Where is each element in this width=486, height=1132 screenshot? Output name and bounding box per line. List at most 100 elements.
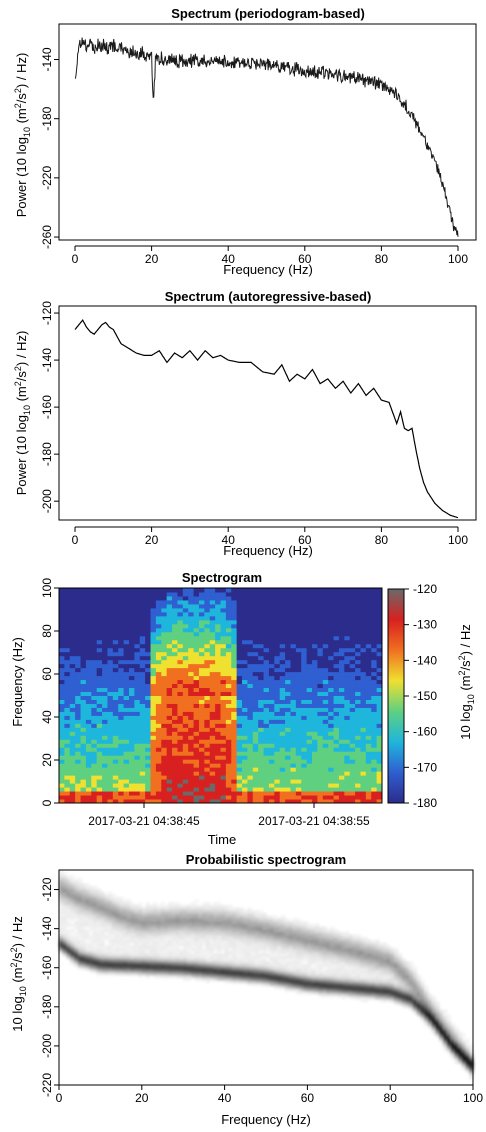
chart3-heatmap-cell	[123, 691, 130, 696]
chart4-density-cell	[171, 902, 177, 906]
chart4-density-cell	[77, 945, 83, 949]
chart3-heatmap-cell	[274, 771, 281, 776]
chart4-density-cell	[77, 939, 83, 944]
chart3-heatmap-cell	[242, 683, 248, 689]
chart3-heatmap-cell	[371, 727, 378, 732]
chart3-heatmap-cell	[263, 588, 270, 593]
chart3-heatmap-cell	[360, 703, 367, 708]
chart3-heatmap-cell	[204, 627, 211, 633]
chart4-density-cell	[171, 939, 177, 944]
chart3-heatmap-cell	[150, 611, 157, 617]
chart3-heatmap-cell	[301, 787, 308, 792]
chart4-density-cell	[250, 958, 256, 962]
chart3-heatmap-cell	[242, 715, 248, 720]
chart3-heatmap-cell	[139, 667, 146, 673]
chart3-heatmap-cell	[134, 751, 141, 756]
chart3-heatmap-cell	[59, 691, 65, 696]
chart3-heatmap-cell	[118, 731, 125, 736]
chart3-heatmap-cell	[274, 687, 281, 693]
chart3-heatmap-cell	[204, 683, 211, 689]
chart3-heatmap-cell	[360, 715, 367, 720]
chart3-heatmap-cell	[317, 643, 324, 649]
chart3-heatmap-cell	[242, 607, 248, 613]
chart3-heatmap-cell	[177, 739, 184, 744]
chart3-heatmap-cell	[182, 675, 189, 681]
chart3-heatmap-cell	[360, 727, 367, 732]
chart4-density-cell	[194, 977, 199, 981]
chart3-heatmap-cell	[188, 707, 195, 712]
chart4-density-cell	[183, 915, 188, 919]
chart4-density-cell	[220, 907, 226, 911]
chart3-heatmap-cell	[349, 783, 356, 788]
chart4-density-cell	[156, 907, 162, 911]
chart4-density-cell	[153, 902, 158, 906]
chart3-heatmap-cell	[225, 783, 232, 788]
chart4-density-cell	[175, 961, 181, 965]
chart4-density-cell	[145, 929, 150, 933]
chart3-heatmap-cell	[118, 735, 125, 740]
chart4-density-cell	[66, 939, 71, 944]
chart3-heatmap-cell	[290, 615, 297, 621]
chart3-heatmap-cell	[128, 643, 135, 649]
chart3-heatmap-cell	[166, 711, 173, 716]
chart4-density-cell	[104, 950, 109, 954]
chart4-density-cell	[243, 921, 248, 925]
chart3-heatmap-cell	[112, 627, 119, 633]
chart3-heatmap-cell	[279, 627, 286, 633]
chart3-heatmap-cell	[177, 779, 184, 784]
chart3-heatmap-cell	[236, 711, 243, 716]
chart3-heatmap-cell	[258, 667, 265, 673]
chart4-density-cell	[202, 966, 207, 971]
chart4-density-cell	[153, 969, 158, 973]
chart4-density-cell	[164, 915, 169, 919]
chart4-density-cell	[220, 964, 226, 968]
chart3-heatmap-cell	[236, 607, 243, 613]
chart3-heatmap-cell	[209, 771, 216, 776]
chart3-heatmap-cell	[209, 751, 216, 756]
chart3-heatmap-cell	[215, 695, 221, 700]
chart3-heatmap-cell	[258, 599, 265, 605]
chart4-density-cell	[168, 913, 173, 917]
chart4-density-cell	[235, 977, 241, 981]
chart4-density-cell	[247, 918, 252, 922]
chart3-heatmap-cell	[231, 795, 238, 800]
chart4-density-cell	[205, 966, 211, 971]
chart3-heatmap-cell	[112, 687, 119, 693]
chart3-heatmap-cell	[182, 715, 189, 720]
chart3-heatmap-cell	[69, 619, 76, 625]
chart3-heatmap-cell	[139, 747, 146, 752]
chart3-heatmap-cell	[231, 647, 238, 653]
chart4-density-cell	[198, 972, 203, 976]
chart3-heatmap-cell	[91, 643, 98, 649]
chart3-heatmap-cell	[355, 755, 361, 760]
chart3-heatmap-cell	[274, 723, 281, 728]
chart3-heatmap-cell	[301, 643, 308, 649]
chart4-density-cell	[85, 886, 90, 890]
chart4-density-cell	[198, 977, 203, 981]
chart4-density-cell	[85, 937, 90, 941]
chart4-density-cell	[145, 926, 150, 930]
chart4-density-cell	[213, 974, 218, 979]
chart3-heatmap-cell	[317, 787, 324, 792]
chart3-heatmap-cell	[150, 799, 157, 804]
chart4-density-cell	[141, 926, 147, 930]
chart3-heatmap-cell	[85, 607, 92, 613]
chart3-heatmap-cell	[338, 779, 345, 784]
chart3-heatmap-cell	[322, 799, 329, 804]
chart4-density-cell	[126, 947, 132, 952]
chart3-heatmap-cell	[85, 595, 92, 601]
chart3-heatmap-cell	[80, 767, 87, 772]
chart4-density-cell	[190, 972, 196, 976]
chart3-heatmap-cell	[209, 723, 216, 728]
chart3-heatmap-cell	[365, 619, 372, 625]
chart4-density-cell	[235, 942, 241, 946]
chart3-x-axis-label: Time	[208, 832, 236, 847]
chart3-heatmap-cell	[317, 639, 324, 645]
chart3-heatmap-cell	[338, 619, 345, 625]
chart3-heatmap-cell	[220, 791, 227, 796]
chart4-density-cell	[145, 956, 150, 960]
chart3-heatmap-cell	[172, 723, 178, 728]
chart4-density-cell	[111, 964, 117, 968]
chart3-heatmap-cell	[274, 743, 281, 748]
chart4-density-cell	[258, 939, 263, 944]
